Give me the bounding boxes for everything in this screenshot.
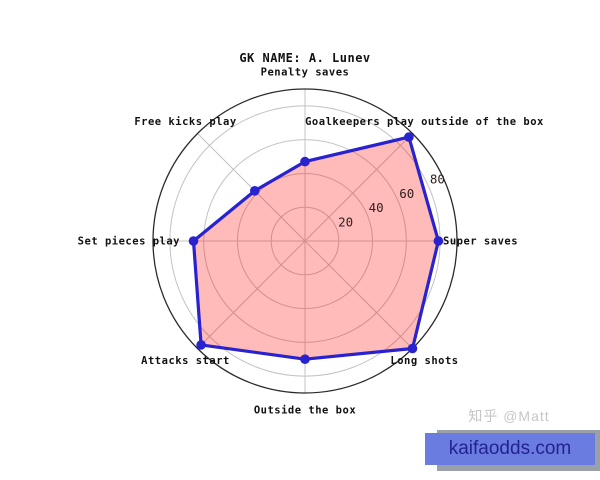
data-point-marker <box>188 236 199 246</box>
data-polygon <box>191 135 440 361</box>
watermark-credit: 知乎 @Matt <box>468 408 550 424</box>
data-point-marker <box>407 343 418 354</box>
grid-spoke <box>304 240 413 349</box>
chart-title: GK NAME: A. Lunev <box>239 51 371 65</box>
data-point-marker <box>300 156 310 167</box>
grid-spoke <box>197 133 306 242</box>
radial-tick-label: 40 <box>369 200 384 215</box>
data-point-marker <box>250 186 260 196</box>
data-point-marker <box>404 132 414 142</box>
outer-ring <box>152 88 458 394</box>
axis-label-super-saves: Super saves <box>443 236 518 248</box>
axis-label-attacks-start: Attacks start <box>141 355 230 367</box>
data-point-marker <box>300 354 310 365</box>
axis-label-long-shots: Long shots <box>390 355 458 367</box>
axis-label-outside-the-box: Outside the box <box>254 405 357 417</box>
grid-spoke <box>197 240 306 349</box>
axis-label-set-pieces-play: Set pieces play <box>78 236 181 248</box>
radial-tick-label: 20 <box>338 214 353 229</box>
watermark-banner-link[interactable]: kaifaodds.com <box>425 433 595 465</box>
axis-label-free-kicks-play: Free kicks play <box>134 116 237 128</box>
axis-label-goalkeepers-play-outside-of-the-box: Goalkeepers play outside of the box <box>305 116 544 128</box>
radial-tick-label: 80 <box>430 172 445 187</box>
watermark-site-label: kaifaodds.com <box>448 438 572 459</box>
data-point-marker <box>433 236 444 246</box>
axis-label-penalty-saves: Penalty saves <box>261 67 350 79</box>
data-point-marker <box>196 340 206 350</box>
radial-tick-label: 60 <box>399 186 414 201</box>
grid-spoke <box>304 133 413 242</box>
